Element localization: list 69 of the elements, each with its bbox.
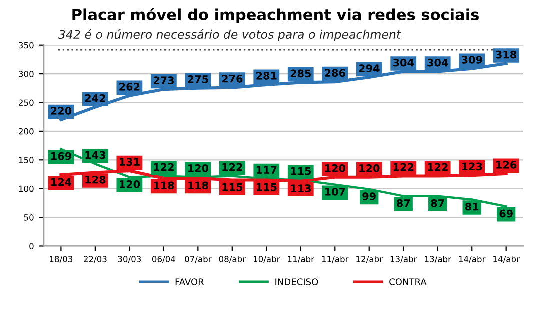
data-label: 107 — [325, 188, 346, 196]
data-label: 115 — [256, 184, 277, 192]
data-label: 120 — [360, 164, 380, 172]
data-label: 118 — [188, 182, 208, 190]
data-label: 123 — [462, 162, 482, 171]
data-label: 281 — [256, 72, 277, 80]
data-label: 143 — [86, 151, 106, 160]
y-tick-label: 200 — [19, 128, 34, 135]
x-tick-label: 30/03 — [118, 256, 142, 264]
data-label: 220 — [51, 107, 72, 115]
y-tick-label: 50 — [24, 214, 34, 221]
data-label: 99 — [362, 192, 376, 200]
x-tick-label: 07/abr — [185, 256, 212, 264]
legend-label: FAVOR — [176, 278, 204, 286]
x-tick-label: 11/abr — [288, 256, 314, 264]
data-label: 294 — [359, 64, 380, 72]
data-label: 113 — [291, 184, 311, 192]
data-label: 120 — [120, 180, 140, 188]
x-tick-label: 13/abr — [425, 256, 452, 264]
data-label: 118 — [154, 182, 174, 190]
y-tick-label: 100 — [19, 186, 34, 192]
data-label: 309 — [462, 56, 482, 64]
data-label: 318 — [496, 50, 517, 59]
data-label: 131 — [120, 158, 140, 166]
data-label: 69 — [500, 210, 513, 218]
y-tick-label: 150 — [19, 157, 34, 164]
data-label: 120 — [188, 164, 209, 172]
y-tick-label: 300 — [19, 71, 34, 78]
x-tick-label: 06/04 — [152, 256, 176, 264]
data-label: 285 — [290, 70, 312, 78]
x-tick-label: 10/abr — [254, 256, 280, 264]
data-label: 124 — [52, 178, 72, 186]
data-label: 273 — [154, 76, 174, 85]
data-label: 304 — [428, 58, 448, 67]
data-label: 87 — [396, 199, 410, 208]
data-label: 276 — [222, 74, 243, 83]
data-label: 275 — [188, 76, 208, 84]
x-tick-label: 14/abr — [459, 256, 486, 264]
x-tick-label: 14/abr — [494, 256, 520, 264]
ref-line-label: 342 é o número necessário de votos para o impeachment — [58, 29, 402, 42]
x-tick-label: 13/abr — [390, 256, 418, 264]
y-tick-label: 250 — [19, 100, 34, 106]
data-label: 87 — [431, 199, 444, 208]
data-label: 286 — [325, 69, 346, 78]
x-tick-label: 08/abr — [219, 256, 246, 264]
data-label: 122 — [394, 163, 414, 172]
data-label: 126 — [496, 161, 517, 169]
data-label: 304 — [393, 58, 414, 67]
y-tick-label: 350 — [19, 42, 34, 49]
data-label: 128 — [86, 176, 106, 184]
data-label: 262 — [120, 82, 140, 91]
data-label: 81 — [465, 202, 479, 211]
x-tick-label: 12/abr — [356, 256, 383, 264]
data-label: 122 — [222, 163, 242, 172]
x-tick-label: 11/abr — [322, 256, 349, 264]
x-tick-label: 18/03 — [50, 256, 73, 264]
data-label: 242 — [85, 94, 106, 102]
data-label: 117 — [256, 166, 277, 174]
data-label: 169 — [52, 152, 72, 160]
data-label: 122 — [154, 163, 174, 172]
data-label: 115 — [291, 167, 312, 176]
legend-label: INDECISO — [276, 278, 318, 286]
chart-title: Placar móvel do impeachment via redes sociais — [72, 8, 479, 24]
data-label: 115 — [222, 184, 243, 192]
data-label: 122 — [428, 163, 448, 172]
data-label: 120 — [325, 164, 346, 172]
legend-label: CONTRA — [390, 278, 427, 286]
x-tick-label: 22/03 — [84, 256, 107, 264]
y-tick-label: 0 — [30, 243, 34, 250]
